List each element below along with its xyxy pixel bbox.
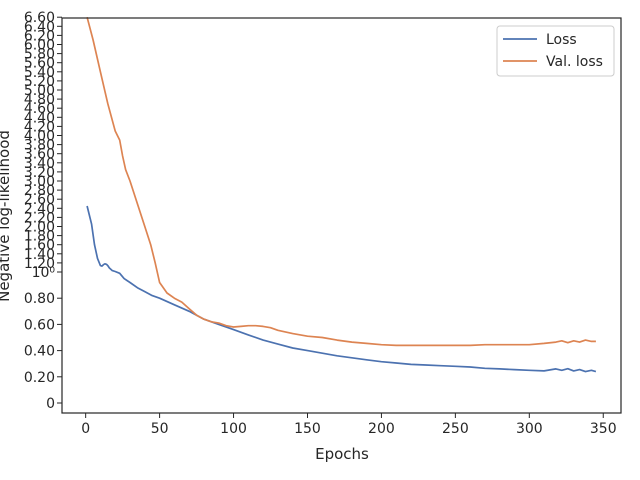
y-tick-label: 3.80 [24, 138, 55, 154]
y-tick-label: 6.20 [24, 28, 55, 44]
x-tick-label: 250 [442, 421, 469, 437]
series-line-loss [86, 205, 597, 373]
y-tick-label: 5.40 [24, 65, 55, 81]
x-tick-label: 200 [368, 421, 395, 437]
y-axis-label: Negative log-likelihood [0, 130, 13, 302]
y-tick-label: 5.00 [24, 83, 55, 99]
y-tick-label: 1.80 [24, 229, 55, 245]
y-tick-label: 4.00 [24, 129, 55, 145]
legend: Loss Val. loss [496, 25, 615, 77]
series-line-val-loss [86, 16, 596, 347]
y-tick-label: 3.40 [24, 156, 55, 172]
y-tick-label: 0.60 [24, 317, 55, 333]
y-tick-label: 5.20 [24, 74, 55, 90]
legend-label-loss: Loss [546, 32, 577, 48]
y-tick-label: 6.40 [24, 19, 55, 35]
y-tick-label: 1.60 [24, 238, 55, 254]
y-tick-label: 0.80 [24, 291, 55, 307]
y-tick-label: 6.60 [24, 10, 55, 26]
y-tick-label: 0 [46, 396, 55, 412]
y-tick-label: 6.00 [24, 38, 55, 54]
y-tick-label: 3.00 [24, 174, 55, 190]
plot-series [86, 16, 597, 373]
x-tick-label: 50 [151, 421, 169, 437]
y-tick-label: 5.60 [24, 56, 55, 72]
y-tick-label: 4.80 [24, 92, 55, 108]
y-tick-label: 1.20 [24, 256, 55, 272]
y-tick-label: 4.20 [24, 119, 55, 135]
x-tick-label: 300 [516, 421, 543, 437]
y-tick-label: 0.20 [24, 370, 55, 386]
x-tick-label: 100 [220, 421, 247, 437]
y-tick-label: 10⁰ [32, 265, 56, 281]
y-tick-label: 2.20 [24, 210, 55, 226]
y-tick-label: 2.00 [24, 220, 55, 236]
y-axis: 0 0.20 0.40 0.60 0.80 10⁰1.201.401.601.802.00… [24, 10, 62, 412]
y-tick-label: 2.60 [24, 192, 55, 208]
y-tick-label: 0.40 [24, 344, 55, 360]
y-tick-label: 5.80 [24, 47, 55, 63]
y-tick-label: 3.60 [24, 147, 55, 163]
x-tick-label: 350 [590, 421, 617, 437]
y-tick-label: 2.80 [24, 183, 55, 199]
y-tick-label: 4.60 [24, 101, 55, 117]
x-tick-label: 0 [81, 421, 90, 437]
legend-label-val-loss: Val. loss [546, 54, 603, 70]
y-tick-label: 2.40 [24, 201, 55, 217]
x-axis: 0 50 100 150 200 250 300 350 [81, 413, 617, 437]
x-tick-label: 150 [294, 421, 321, 437]
y-tick-label: 3.20 [24, 165, 55, 181]
y-tick-label: 1.40 [24, 247, 55, 263]
y-tick-label: 4.40 [24, 110, 55, 126]
axes-frame [61, 17, 622, 414]
x-axis-label: Epochs [315, 445, 369, 463]
